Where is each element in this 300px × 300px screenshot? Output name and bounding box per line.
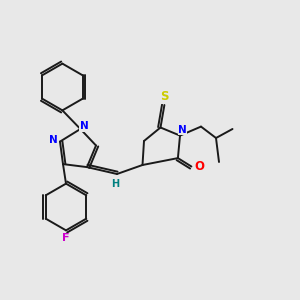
Text: O: O [194, 160, 204, 173]
Text: S: S [160, 90, 169, 103]
Text: H: H [111, 178, 120, 189]
Text: N: N [80, 121, 88, 131]
Text: N: N [178, 124, 187, 135]
Text: N: N [49, 135, 58, 145]
Text: F: F [62, 233, 70, 244]
